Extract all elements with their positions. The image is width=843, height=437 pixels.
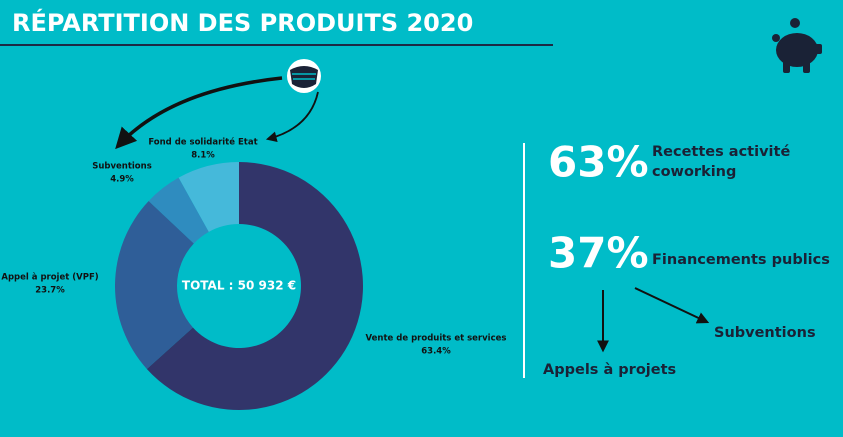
slice-value-label: 8.1%	[191, 151, 215, 161]
chart-title: RÉPARTITION DES PRODUITS 2020	[12, 8, 473, 37]
center-label: TOTAL : 50 932 €	[182, 279, 296, 293]
donut-slice	[148, 177, 209, 244]
donut-slice	[114, 201, 194, 369]
piggy-bank-icon	[772, 18, 822, 73]
highlight-text: Recettes activité	[652, 144, 790, 160]
breakdown-label: Subventions	[714, 325, 816, 341]
arrow	[634, 287, 710, 324]
arrow	[265, 91, 319, 143]
highlight-figure: 37%	[548, 229, 649, 278]
slice-label: Appel à projet (VPF)	[1, 273, 98, 283]
arrow	[115, 76, 283, 150]
slice-value-label: 63.4%	[421, 347, 451, 357]
slice-label: Vente de produits et services	[366, 334, 507, 344]
slice-value-label: 4.9%	[110, 175, 134, 185]
slice-value-label: 23.7%	[35, 286, 65, 296]
breakdown-label: Appels à projets	[543, 362, 676, 378]
highlight-figure: 63%	[548, 138, 649, 187]
highlight-text: Financements publics	[652, 252, 830, 268]
highlight-text: coworking	[652, 164, 736, 180]
donut-slice	[178, 162, 239, 232]
donut-chart: Vente de produits et services 63.4% Appel …	[1, 137, 506, 410]
donut-slice	[146, 162, 363, 410]
slice-label: Subventions	[92, 162, 152, 172]
mask-icon	[287, 59, 321, 93]
slice-label: Fond de solidarité Etat	[148, 137, 257, 148]
